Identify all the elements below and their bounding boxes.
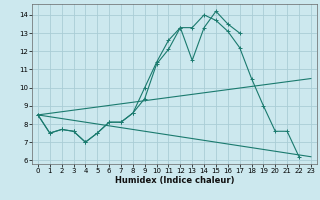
X-axis label: Humidex (Indice chaleur): Humidex (Indice chaleur)	[115, 176, 234, 185]
